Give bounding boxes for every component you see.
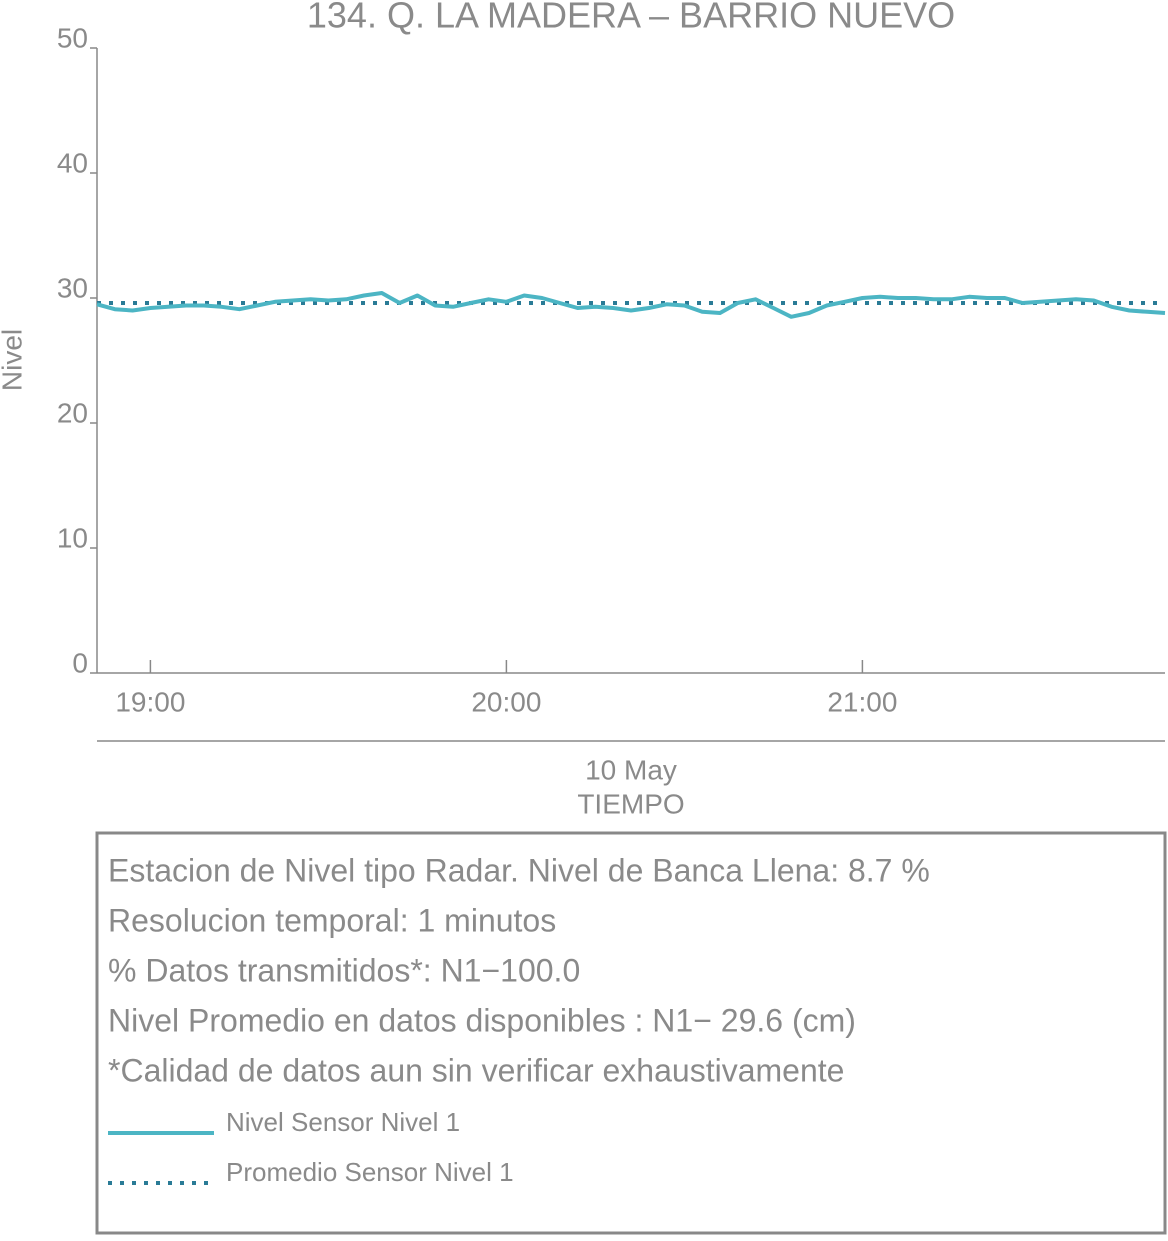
info-line: Estacion de Nivel tipo Radar. Nivel de B… bbox=[108, 852, 930, 888]
chart-title: 134. Q. LA MADERA – BARRIO NUEVO bbox=[307, 0, 955, 36]
info-line: *Calidad de datos aun sin verificar exha… bbox=[108, 1052, 844, 1088]
series-line bbox=[96, 291, 1166, 319]
x-tick-label: 19:00 bbox=[115, 686, 185, 717]
y-tick-label: 10 bbox=[57, 522, 88, 553]
info-line: Nivel Promedio en datos disponibles : N1… bbox=[108, 1002, 856, 1038]
legend-label: Nivel Sensor Nivel 1 bbox=[226, 1107, 460, 1137]
x-tick-label: 21:00 bbox=[827, 686, 897, 717]
date-label: 10 May bbox=[585, 754, 677, 785]
info-line: % Datos transmitidos*: N1−100.0 bbox=[108, 952, 580, 988]
y-tick-label: 50 bbox=[57, 22, 88, 53]
y-tick-label: 30 bbox=[57, 272, 88, 303]
y-tick-label: 40 bbox=[57, 147, 88, 178]
x-tick-label: 20:00 bbox=[471, 686, 541, 717]
y-tick-label: 20 bbox=[57, 397, 88, 428]
legend-label: Promedio Sensor Nivel 1 bbox=[226, 1157, 514, 1187]
y-tick-label: 0 bbox=[72, 647, 88, 678]
info-line: Resolucion temporal: 1 minutos bbox=[108, 902, 556, 938]
x-axis-label: TIEMPO bbox=[577, 788, 684, 819]
y-axis-label: Nivel bbox=[0, 329, 27, 391]
info-box bbox=[95, 831, 1167, 1235]
